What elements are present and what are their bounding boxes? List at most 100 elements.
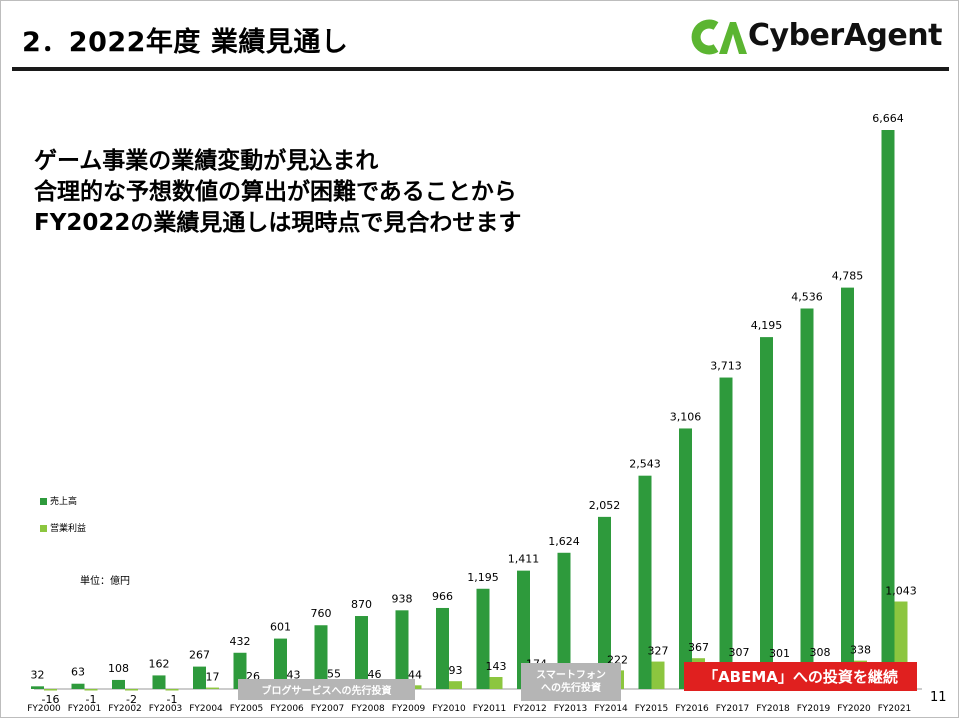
bar-operating-profit — [44, 689, 57, 691]
x-tick-label: FY2005 — [230, 704, 264, 714]
headline-line-2: 合理的な予想数値の算出が困難であることから — [34, 179, 517, 205]
title-rule — [12, 67, 949, 71]
bar-revenue — [598, 516, 611, 689]
x-tick-label: FY2019 — [797, 704, 831, 714]
bar-revenue — [517, 570, 530, 689]
ca-logo-icon — [691, 19, 747, 55]
bar-revenue — [274, 638, 287, 689]
bar-operating-profit — [206, 687, 219, 689]
bar-revenue — [841, 287, 854, 689]
legend-revenue-label: 売上高 — [50, 497, 78, 507]
x-tick-label: FY2021 — [878, 704, 912, 714]
data-label-revenue: 938 — [392, 592, 413, 605]
legend-revenue-swatch — [40, 498, 47, 505]
data-label-operating-profit: -2 — [126, 693, 137, 706]
data-label-operating-profit: 308 — [810, 646, 831, 659]
x-tick-label: FY2004 — [189, 704, 223, 714]
headline: ゲーム事業の業績変動が見込まれ 合理的な予想数値の算出が困難であることから FY… — [34, 146, 521, 239]
data-label-revenue: 4,785 — [832, 270, 864, 283]
x-tick-label: FY2017 — [716, 704, 750, 714]
x-tick-label: FY2001 — [68, 704, 102, 714]
data-label-revenue: 870 — [351, 598, 372, 611]
data-label-revenue: 3,106 — [670, 410, 702, 423]
bar-revenue — [152, 675, 166, 689]
data-label-revenue: 760 — [311, 607, 332, 620]
page-title: 2．2022年度 業績見通し — [22, 27, 349, 58]
legend-profit-label: 営業利益 — [50, 524, 87, 534]
page-number: 11 — [930, 690, 947, 705]
bar-revenue — [760, 337, 773, 689]
logo-text: CyberAgent — [748, 18, 942, 53]
bar-revenue — [395, 610, 409, 689]
cyberagent-logo: CyberAgent — [690, 14, 952, 60]
bar-revenue — [800, 308, 814, 689]
data-label-operating-profit: -16 — [42, 693, 60, 706]
bar-revenue — [31, 686, 44, 689]
data-label-revenue: 1,624 — [548, 535, 580, 548]
bar-revenue — [881, 130, 895, 689]
bar-operating-profit — [651, 661, 665, 689]
x-tick-label: FY2008 — [351, 704, 385, 714]
data-label-operating-profit: -1 — [86, 693, 97, 706]
data-label-operating-profit: 46 — [368, 668, 382, 681]
bar-revenue — [314, 625, 328, 689]
blog-investment-banner: ブログサービスへの先行投資 — [238, 679, 415, 700]
smartphone-investment-banner: スマートフォン への先行投資 — [521, 663, 621, 701]
data-label-operating-profit: 55 — [327, 667, 341, 680]
data-label-revenue: 162 — [149, 657, 170, 670]
x-tick-label: FY2013 — [554, 704, 588, 714]
bar-revenue — [638, 475, 652, 689]
bar-revenue — [476, 588, 490, 689]
x-tick-label: FY2020 — [837, 704, 871, 714]
data-label-revenue: 108 — [108, 662, 129, 675]
headline-line-1: ゲーム事業の業績変動が見込まれ — [34, 148, 379, 174]
x-tick-label: FY2016 — [675, 704, 709, 714]
x-tick-label: FY2003 — [149, 704, 183, 714]
x-tick-label: FY2007 — [311, 704, 345, 714]
data-label-revenue: 267 — [189, 649, 210, 662]
headline-line-3: FY2022の業績見通しは現時点で見合わせます — [34, 210, 522, 236]
x-tick-label: FY2000 — [27, 704, 61, 714]
x-tick-label: FY2010 — [432, 704, 466, 714]
legend-operating-profit: 営業利益 — [40, 521, 86, 534]
data-label-revenue: 6,664 — [872, 112, 904, 125]
data-label-operating-profit: 17 — [206, 671, 220, 684]
bar-revenue — [436, 607, 449, 689]
bar-revenue — [71, 683, 85, 689]
x-tick-label: FY2014 — [594, 704, 628, 714]
data-label-operating-profit: -1 — [167, 693, 178, 706]
data-label-operating-profit: 327 — [648, 645, 669, 658]
x-tick-label: FY2018 — [756, 704, 790, 714]
data-label-revenue: 966 — [432, 590, 453, 603]
data-label-operating-profit: 93 — [449, 664, 463, 677]
data-label-operating-profit: 143 — [486, 660, 507, 673]
x-tick-label: FY2011 — [473, 704, 507, 714]
bar-revenue — [719, 377, 733, 689]
abema-investment-banner: 「ABEMA」への投資を継続 — [684, 662, 917, 691]
bar-operating-profit — [489, 677, 503, 689]
data-label-operating-profit: 44 — [408, 668, 422, 681]
x-tick-label: FY2002 — [108, 704, 142, 714]
data-label-revenue: 601 — [270, 621, 291, 634]
legend-revenue: 売上高 — [40, 494, 77, 507]
smartphone-banner-line-2: への先行投資 — [540, 683, 601, 694]
bar-revenue — [557, 552, 571, 689]
x-tick-label: FY2009 — [392, 704, 426, 714]
bar-operating-profit — [84, 689, 98, 691]
data-label-revenue: 1,411 — [508, 553, 540, 566]
data-label-revenue: 4,536 — [791, 291, 823, 304]
x-tick-label: FY2006 — [270, 704, 304, 714]
data-label-revenue: 4,195 — [751, 319, 783, 332]
data-label-operating-profit: 367 — [688, 641, 709, 654]
x-tick-label: FY2012 — [513, 704, 547, 714]
bar-revenue — [193, 666, 206, 689]
bar-operating-profit — [408, 685, 422, 689]
data-label-revenue: 3,713 — [710, 360, 742, 373]
data-label-operating-profit: 1,043 — [885, 585, 917, 598]
data-label-operating-profit: 301 — [769, 647, 790, 660]
data-label-revenue: 2,052 — [589, 499, 621, 512]
data-label-revenue: 63 — [71, 666, 85, 679]
data-label-operating-profit: 338 — [850, 644, 871, 657]
smartphone-banner-line-1: スマートフォン — [536, 670, 606, 681]
